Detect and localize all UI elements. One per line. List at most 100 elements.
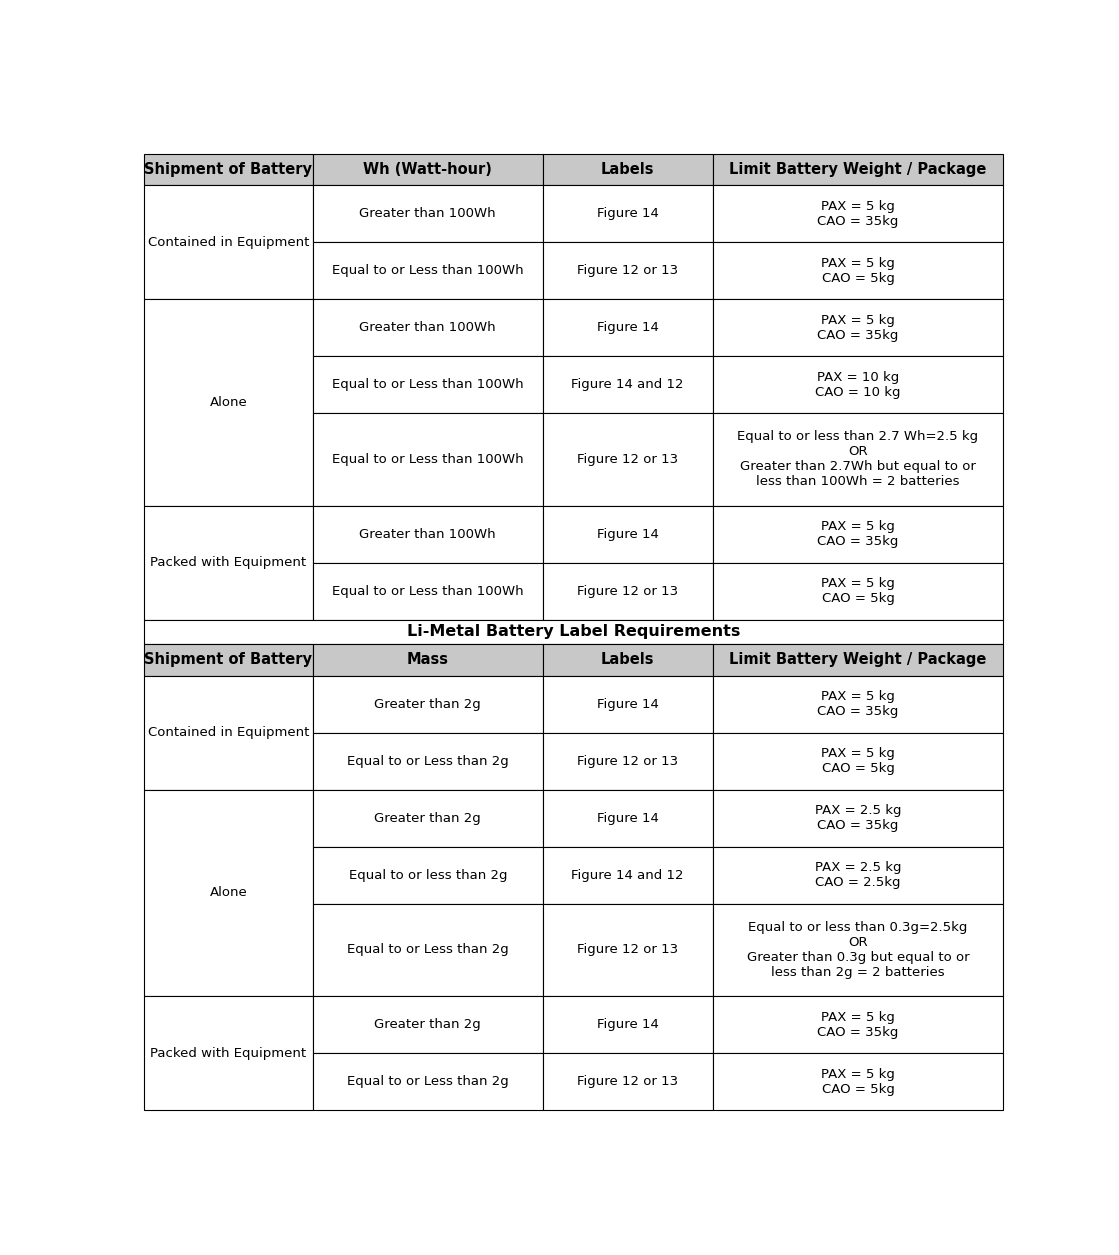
Bar [713, 1053, 1004, 1109]
Text: Equal to or Less than 2g: Equal to or Less than 2g [347, 1076, 509, 1088]
Text: Figure 14: Figure 14 [596, 1018, 659, 1032]
Bar [713, 847, 1004, 904]
Text: Figure 14: Figure 14 [596, 812, 659, 825]
Text: Greater than 100Wh: Greater than 100Wh [359, 321, 496, 334]
Text: Wh (Watt-hour): Wh (Watt-hour) [364, 162, 492, 177]
Text: PAX = 2.5 kg
CAO = 2.5kg: PAX = 2.5 kg CAO = 2.5kg [815, 861, 901, 890]
Bar [713, 299, 1004, 356]
Text: Li-Metal Battery Label Requirements: Li-Metal Battery Label Requirements [407, 624, 740, 639]
Text: Greater than 2g: Greater than 2g [375, 812, 481, 825]
Text: Figure 12 or 13: Figure 12 or 13 [577, 944, 678, 956]
Bar [143, 153, 313, 186]
Bar [143, 186, 313, 299]
Bar [143, 996, 313, 1109]
Text: Equal to or Less than 2g: Equal to or Less than 2g [347, 754, 509, 768]
Text: Labels: Labels [601, 162, 655, 177]
Text: PAX = 5 kg
CAO = 5kg: PAX = 5 kg CAO = 5kg [821, 747, 895, 776]
Text: Greater than 2g: Greater than 2g [375, 698, 481, 710]
Bar [313, 996, 543, 1053]
Bar [313, 789, 543, 847]
Bar [543, 1053, 713, 1109]
Bar [313, 299, 543, 356]
Bar [543, 242, 713, 299]
Bar [143, 675, 313, 789]
Bar [143, 299, 313, 506]
Text: Figure 14: Figure 14 [596, 527, 659, 541]
Text: Figure 14: Figure 14 [596, 321, 659, 334]
Bar [313, 1053, 543, 1109]
Bar [313, 733, 543, 789]
Text: Greater than 100Wh: Greater than 100Wh [359, 527, 496, 541]
Text: Figure 14: Figure 14 [596, 698, 659, 710]
Bar [543, 299, 713, 356]
Bar [543, 733, 713, 789]
Bar [313, 675, 543, 733]
Bar [543, 675, 713, 733]
Text: PAX = 5 kg
CAO = 5kg: PAX = 5 kg CAO = 5kg [821, 577, 895, 605]
Text: PAX = 5 kg
CAO = 35kg: PAX = 5 kg CAO = 35kg [817, 690, 899, 718]
Bar [313, 644, 543, 675]
Text: Equal to or Less than 100Wh: Equal to or Less than 100Wh [332, 453, 524, 466]
Bar [543, 562, 713, 620]
Bar [313, 904, 543, 996]
Bar [313, 153, 543, 186]
Bar [713, 733, 1004, 789]
Bar [713, 904, 1004, 996]
Text: Equal to or less than 2g: Equal to or less than 2g [348, 868, 507, 882]
Text: Contained in Equipment: Contained in Equipment [148, 236, 309, 248]
Text: Greater than 2g: Greater than 2g [375, 1018, 481, 1032]
Text: Shipment of Battery: Shipment of Battery [144, 653, 312, 668]
Bar [713, 996, 1004, 1053]
Text: Greater than 100Wh: Greater than 100Wh [359, 207, 496, 220]
Text: Alone: Alone [209, 886, 247, 900]
Bar [543, 413, 713, 506]
Bar [313, 562, 543, 620]
Text: Equal to or less than 0.3g=2.5kg
OR
Greater than 0.3g but equal to or
less than : Equal to or less than 0.3g=2.5kg OR Grea… [746, 921, 969, 979]
Text: PAX = 5 kg
CAO = 5kg: PAX = 5 kg CAO = 5kg [821, 257, 895, 285]
Bar [543, 506, 713, 562]
Bar [143, 506, 313, 620]
Bar [313, 506, 543, 562]
Text: PAX = 5 kg
CAO = 35kg: PAX = 5 kg CAO = 35kg [817, 200, 899, 227]
Bar [713, 413, 1004, 506]
Bar [713, 644, 1004, 675]
Bar [543, 186, 713, 242]
Text: Equal to or Less than 100Wh: Equal to or Less than 100Wh [332, 585, 524, 597]
Text: PAX = 5 kg
CAO = 35kg: PAX = 5 kg CAO = 35kg [817, 520, 899, 548]
Text: Figure 12 or 13: Figure 12 or 13 [577, 585, 678, 597]
Text: Equal to or Less than 2g: Equal to or Less than 2g [347, 944, 509, 956]
Text: Equal to or Less than 100Wh: Equal to or Less than 100Wh [332, 265, 524, 277]
Text: Packed with Equipment: Packed with Equipment [150, 1047, 307, 1059]
Text: Figure 14: Figure 14 [596, 207, 659, 220]
Text: PAX = 10 kg
CAO = 10 kg: PAX = 10 kg CAO = 10 kg [816, 370, 901, 399]
Text: Alone: Alone [209, 395, 247, 409]
Bar [713, 242, 1004, 299]
Bar [313, 186, 543, 242]
Text: Figure 14 and 12: Figure 14 and 12 [572, 868, 684, 882]
Text: Shipment of Battery: Shipment of Battery [144, 162, 312, 177]
Bar [313, 847, 543, 904]
Text: Equal to or Less than 100Wh: Equal to or Less than 100Wh [332, 378, 524, 392]
Bar [713, 356, 1004, 413]
Text: Equal to or less than 2.7 Wh=2.5 kg
OR
Greater than 2.7Wh but equal to or
less t: Equal to or less than 2.7 Wh=2.5 kg OR G… [737, 430, 978, 488]
Bar [543, 356, 713, 413]
Bar [543, 847, 713, 904]
Text: Mass: Mass [407, 653, 449, 668]
Bar [713, 562, 1004, 620]
Bar [713, 789, 1004, 847]
Text: Contained in Equipment: Contained in Equipment [148, 727, 309, 739]
Bar [143, 620, 1004, 644]
Text: Figure 14 and 12: Figure 14 and 12 [572, 378, 684, 392]
Text: Figure 12 or 13: Figure 12 or 13 [577, 453, 678, 466]
Bar [713, 675, 1004, 733]
Text: Figure 12 or 13: Figure 12 or 13 [577, 1076, 678, 1088]
Bar [143, 789, 313, 996]
Text: PAX = 5 kg
CAO = 35kg: PAX = 5 kg CAO = 35kg [817, 1010, 899, 1039]
Text: Limit Battery Weight / Package: Limit Battery Weight / Package [730, 653, 987, 668]
Bar [143, 644, 313, 675]
Bar [713, 153, 1004, 186]
Bar [543, 153, 713, 186]
Text: Limit Battery Weight / Package: Limit Battery Weight / Package [730, 162, 987, 177]
Text: Packed with Equipment: Packed with Equipment [150, 556, 307, 569]
Text: Figure 12 or 13: Figure 12 or 13 [577, 265, 678, 277]
